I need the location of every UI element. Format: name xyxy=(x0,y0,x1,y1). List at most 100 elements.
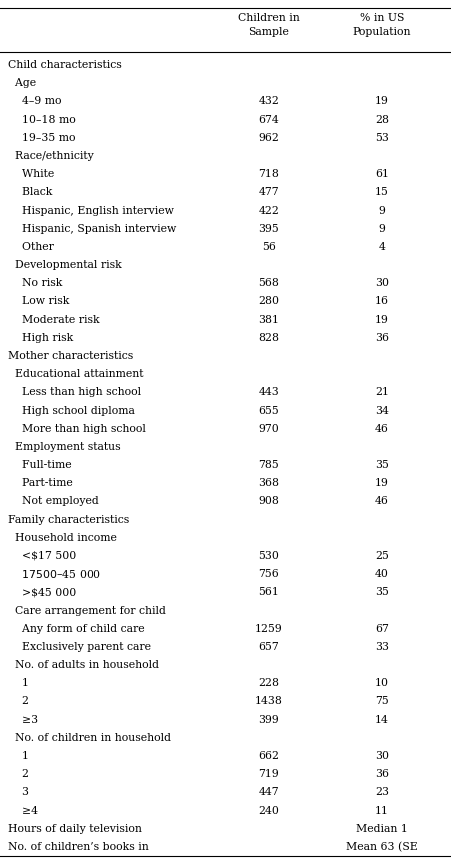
Text: 36: 36 xyxy=(374,769,388,779)
Text: 908: 908 xyxy=(258,497,279,506)
Text: High school diploma: High school diploma xyxy=(8,406,134,415)
Text: Black: Black xyxy=(8,187,52,197)
Text: 30: 30 xyxy=(374,278,388,288)
Text: 280: 280 xyxy=(258,297,279,306)
Text: 432: 432 xyxy=(258,96,279,106)
Text: Race/ethnicity: Race/ethnicity xyxy=(8,151,93,161)
Text: Developmental risk: Developmental risk xyxy=(8,260,121,270)
Text: 1259: 1259 xyxy=(254,624,282,634)
Text: 1: 1 xyxy=(8,679,29,688)
Text: Children in
Sample: Children in Sample xyxy=(238,14,299,37)
Text: 9: 9 xyxy=(377,206,385,215)
Text: Any form of child care: Any form of child care xyxy=(8,624,144,634)
Text: Hispanic, Spanish interview: Hispanic, Spanish interview xyxy=(8,224,176,233)
Text: 662: 662 xyxy=(258,751,279,761)
Text: Household income: Household income xyxy=(8,533,117,543)
Text: White: White xyxy=(8,169,54,179)
Text: 25: 25 xyxy=(374,551,388,561)
Text: 53: 53 xyxy=(374,133,388,142)
Text: 33: 33 xyxy=(374,642,388,652)
Text: 1438: 1438 xyxy=(254,697,282,706)
Text: 28: 28 xyxy=(374,115,388,124)
Text: 240: 240 xyxy=(258,806,279,816)
Text: 3: 3 xyxy=(8,788,29,797)
Text: 67: 67 xyxy=(374,624,388,634)
Text: 40: 40 xyxy=(374,569,388,579)
Text: 46: 46 xyxy=(374,424,388,434)
Text: Family characteristics: Family characteristics xyxy=(8,515,129,524)
Text: 719: 719 xyxy=(258,769,279,779)
Text: 30: 30 xyxy=(374,751,388,761)
Text: No risk: No risk xyxy=(8,278,62,288)
Text: 11: 11 xyxy=(374,806,388,816)
Text: No. of children’s books in: No. of children’s books in xyxy=(8,842,148,852)
Text: Hours of daily television: Hours of daily television xyxy=(8,824,142,834)
Text: 785: 785 xyxy=(258,460,279,470)
Text: Other: Other xyxy=(8,242,54,252)
Text: 674: 674 xyxy=(258,115,279,124)
Text: 381: 381 xyxy=(258,315,279,324)
Text: Employment status: Employment status xyxy=(8,442,120,452)
Text: 568: 568 xyxy=(258,278,279,288)
Text: 19: 19 xyxy=(374,478,388,488)
Text: 19: 19 xyxy=(374,315,388,324)
Text: Hispanic, English interview: Hispanic, English interview xyxy=(8,206,174,215)
Text: Moderate risk: Moderate risk xyxy=(8,315,99,324)
Text: 56: 56 xyxy=(262,242,275,252)
Text: <$17 500: <$17 500 xyxy=(8,551,76,561)
Text: % in US
Population: % in US Population xyxy=(352,14,410,37)
Text: 35: 35 xyxy=(374,460,388,470)
Text: 368: 368 xyxy=(258,478,279,488)
Text: 36: 36 xyxy=(374,333,388,343)
Text: No. of adults in household: No. of adults in household xyxy=(8,660,159,670)
Text: 561: 561 xyxy=(258,588,279,597)
Text: Part-time: Part-time xyxy=(8,478,73,488)
Text: No. of children in household: No. of children in household xyxy=(8,733,170,743)
Text: 399: 399 xyxy=(258,715,279,725)
Text: 10–18 mo: 10–18 mo xyxy=(8,115,76,124)
Text: 23: 23 xyxy=(374,788,388,797)
Text: 655: 655 xyxy=(258,406,279,415)
Text: 46: 46 xyxy=(374,497,388,506)
Text: 34: 34 xyxy=(374,406,388,415)
Text: 828: 828 xyxy=(258,333,279,343)
Text: >$45 000: >$45 000 xyxy=(8,588,76,597)
Text: Child characteristics: Child characteristics xyxy=(8,60,121,70)
Text: 14: 14 xyxy=(374,715,388,725)
Text: 75: 75 xyxy=(374,697,388,706)
Text: 9: 9 xyxy=(377,224,385,233)
Text: More than high school: More than high school xyxy=(8,424,146,434)
Text: Median 1: Median 1 xyxy=(355,824,407,834)
Text: 756: 756 xyxy=(258,569,279,579)
Text: Mean 63 (SE: Mean 63 (SE xyxy=(345,842,417,852)
Text: 447: 447 xyxy=(258,788,279,797)
Text: 16: 16 xyxy=(374,297,388,306)
Text: 19: 19 xyxy=(374,96,388,106)
Text: Exclusively parent care: Exclusively parent care xyxy=(8,642,151,652)
Text: 228: 228 xyxy=(258,679,279,688)
Text: 10: 10 xyxy=(374,679,388,688)
Text: 4–9 mo: 4–9 mo xyxy=(8,96,61,106)
Text: 21: 21 xyxy=(374,387,388,397)
Text: 477: 477 xyxy=(258,187,279,197)
Text: 422: 422 xyxy=(258,206,279,215)
Text: 19–35 mo: 19–35 mo xyxy=(8,133,75,142)
Text: High risk: High risk xyxy=(8,333,73,343)
Text: 962: 962 xyxy=(258,133,279,142)
Text: 2: 2 xyxy=(8,769,29,779)
Text: Care arrangement for child: Care arrangement for child xyxy=(8,606,166,615)
Text: Educational attainment: Educational attainment xyxy=(8,369,143,379)
Text: 395: 395 xyxy=(258,224,279,233)
Text: 1: 1 xyxy=(8,751,29,761)
Text: ≥4: ≥4 xyxy=(8,806,38,816)
Text: 4: 4 xyxy=(377,242,385,252)
Text: 15: 15 xyxy=(374,187,388,197)
Text: 61: 61 xyxy=(374,169,388,179)
Text: 35: 35 xyxy=(374,588,388,597)
Text: Age: Age xyxy=(8,78,36,88)
Text: ≥3: ≥3 xyxy=(8,715,38,725)
Text: 443: 443 xyxy=(258,387,279,397)
Text: Less than high school: Less than high school xyxy=(8,387,141,397)
Text: 2: 2 xyxy=(8,697,29,706)
Text: Low risk: Low risk xyxy=(8,297,69,306)
